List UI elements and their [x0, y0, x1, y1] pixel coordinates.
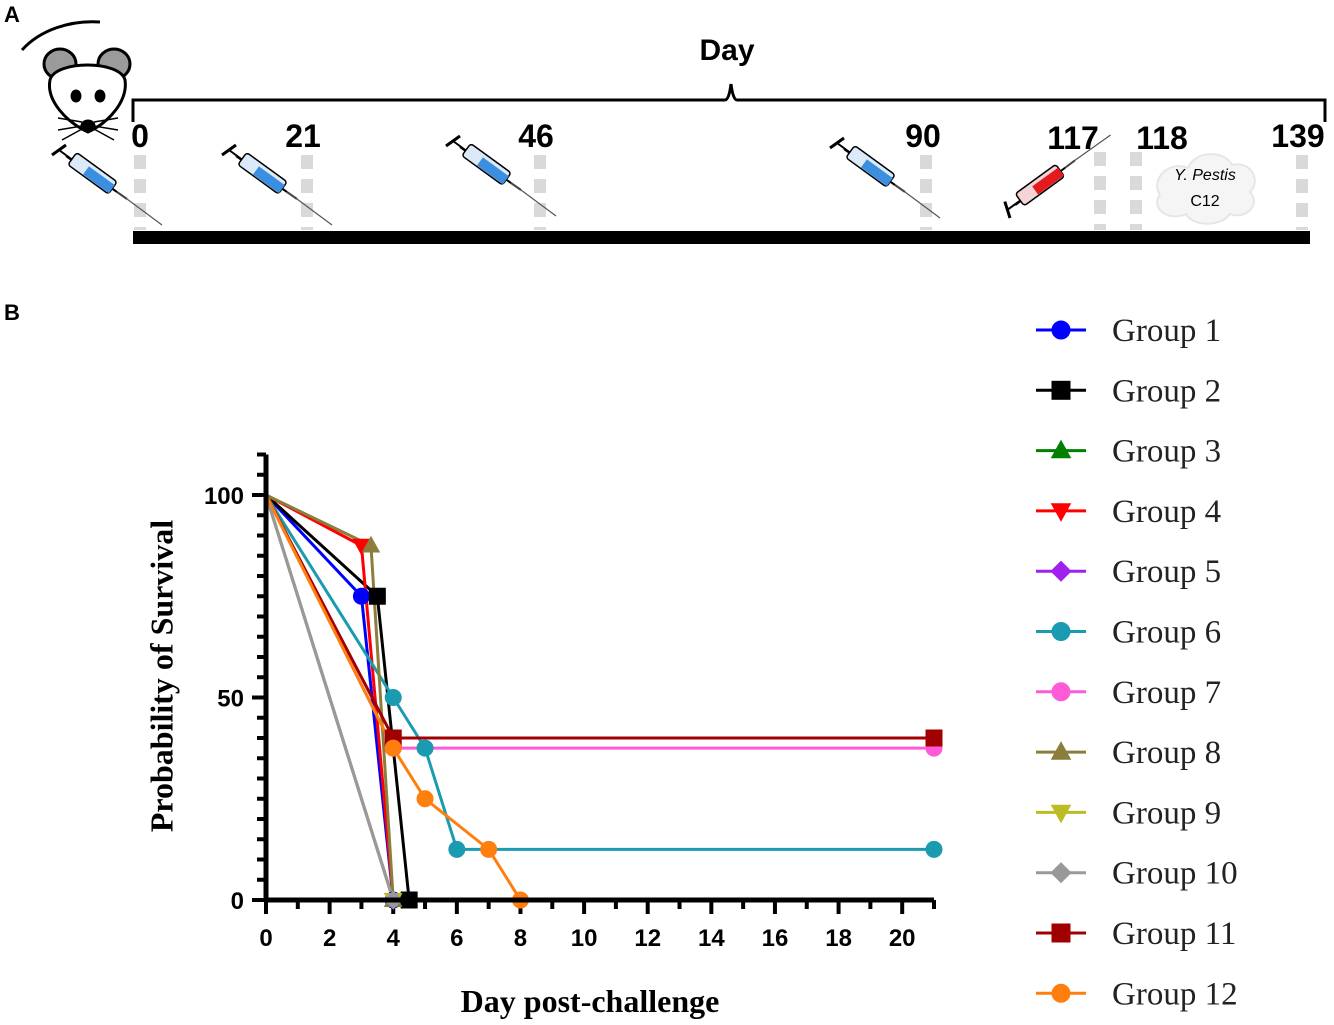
x-tick-label: 2 [323, 925, 336, 952]
legend-label: Group 1 [1112, 313, 1221, 349]
legend-label: Group 3 [1112, 434, 1221, 470]
data-point-group-2 [368, 587, 386, 605]
day-label-90: 90 [905, 118, 941, 154]
legend-label: Group 5 [1112, 554, 1221, 590]
legend-item-group-10: Group 10 [1036, 856, 1238, 892]
series-line-group-7 [264, 494, 934, 750]
legend-label: Group 9 [1112, 795, 1221, 831]
syringe-blue-icon [828, 136, 942, 220]
series-line-group-10 [264, 494, 395, 901]
day-label-117: 117 [1047, 120, 1099, 156]
data-point-group-6 [384, 689, 402, 706]
data-point-group-8 [361, 535, 381, 553]
axis-ticks: 0 2 4 6 8 10 12 14 16 18 20 0 50 100 [204, 452, 936, 952]
x-tick-label: 12 [634, 925, 661, 952]
legend-marker [1050, 560, 1072, 582]
panel-b-label: B [4, 300, 20, 325]
x-tick-label: 14 [698, 925, 725, 952]
legend-label: Group 12 [1112, 976, 1238, 1012]
legend-marker [1051, 320, 1071, 340]
legend-item-group-3: Group 3 [1036, 434, 1221, 470]
y-tick-label: 100 [204, 483, 244, 510]
legend-marker [1051, 622, 1071, 641]
y-tick-label: 0 [231, 888, 244, 915]
y-axis-title: Probability of Survival [143, 520, 179, 832]
legend-marker [1051, 923, 1071, 943]
legend: Group 1 Group 2 Group 3 Group 4 Group 5 Group… [1036, 313, 1238, 1012]
x-tick-label: 8 [514, 925, 527, 952]
x-tick-label: 0 [259, 925, 272, 952]
day-label-139: 139 [1271, 118, 1324, 154]
mouse-icon [20, 20, 132, 141]
survival-chart: 0 2 4 6 8 10 12 14 16 18 20 0 50 100 Day post-challen… [143, 452, 943, 1019]
x-tick-label: 16 [762, 925, 789, 952]
syringe-red-icon [998, 108, 1113, 242]
syringe-blue-icon [220, 143, 334, 227]
legend-item-group-4: Group 4 [1036, 494, 1221, 530]
legend-marker [1050, 862, 1072, 884]
legend-marker [1051, 380, 1071, 400]
challenge-agent: Y. Pestis [1174, 167, 1236, 184]
series-line-group-11 [264, 494, 934, 740]
legend-label: Group 2 [1112, 373, 1221, 409]
x-tick-label: 18 [825, 925, 852, 952]
syringe-blue-icon [444, 134, 558, 218]
data-point-group-1 [352, 587, 370, 605]
x-tick-label: 20 [889, 925, 916, 952]
x-tick-label: 6 [450, 925, 463, 952]
legend-label: Group 6 [1112, 615, 1221, 651]
x-tick-label: 4 [387, 925, 401, 952]
legend-item-group-12: Group 12 [1036, 976, 1238, 1012]
y-tick-label: 50 [217, 686, 244, 713]
day-label-46: 46 [518, 118, 554, 154]
syringe-blue-icon [50, 143, 164, 227]
data-point-group-6 [416, 739, 434, 757]
day-label-21: 21 [285, 118, 321, 154]
challenge-strain: C12 [1190, 193, 1219, 210]
legend-item-group-7: Group 7 [1036, 675, 1221, 711]
data-point-group-6 [925, 840, 943, 858]
legend-label: Group 11 [1112, 916, 1236, 952]
legend-item-group-6: Group 6 [1036, 615, 1221, 651]
timeline-bar [133, 231, 1310, 244]
data-point-group-12 [416, 790, 434, 808]
legend-item-group-8: Group 8 [1036, 735, 1221, 771]
series-markers [352, 535, 943, 910]
series-lines [264, 493, 934, 901]
legend-item-group-5: Group 5 [1036, 554, 1221, 590]
panel-a-label: A [4, 2, 20, 27]
legend-marker [1050, 804, 1072, 824]
day-markers [134, 152, 1308, 230]
legend-marker [1051, 682, 1071, 702]
legend-label: Group 10 [1112, 856, 1238, 892]
x-axis-title: Day post-challenge [461, 983, 720, 1019]
day-label-0: 0 [131, 118, 149, 154]
legend-marker [1050, 741, 1072, 760]
day-label-118: 118 [1136, 120, 1188, 156]
legend-marker [1051, 983, 1071, 1003]
legend-item-group-11: Group 11 [1036, 916, 1236, 952]
data-point-group-12 [480, 840, 498, 858]
data-point-group-12 [384, 739, 402, 757]
axes [263, 454, 934, 903]
x-tick-label: 10 [571, 925, 598, 952]
legend-item-group-2: Group 2 [1036, 373, 1221, 409]
legend-marker [1050, 503, 1072, 522]
data-point-group-11 [925, 729, 943, 747]
cloud-icon [1156, 153, 1256, 225]
timeline-title: Day [699, 34, 754, 67]
data-point-group-6 [448, 840, 466, 858]
legend-label: Group 8 [1112, 735, 1221, 771]
legend-label: Group 4 [1112, 494, 1221, 530]
legend-item-group-1: Group 1 [1036, 313, 1221, 349]
legend-item-group-9: Group 9 [1036, 795, 1221, 831]
timeline-bracket [131, 83, 1327, 122]
legend-label: Group 7 [1112, 675, 1221, 711]
legend-marker [1050, 439, 1072, 459]
